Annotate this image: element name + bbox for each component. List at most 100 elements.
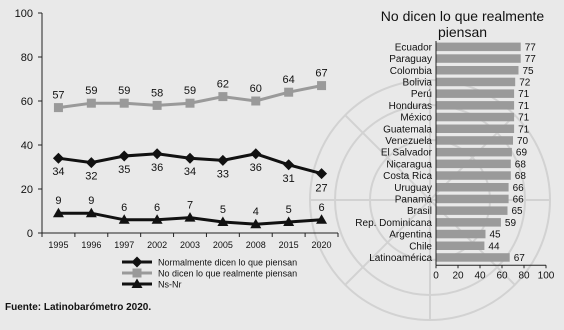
y-tick-label: 20 (21, 184, 33, 196)
bar (436, 77, 516, 87)
y-tick-label: 0 (27, 228, 33, 240)
bar (436, 101, 515, 110)
data-point (86, 98, 96, 108)
x-tick-label: 2015 (279, 240, 299, 250)
bar (436, 66, 519, 75)
bar-x-tick-label: 20 (452, 270, 464, 281)
data-label: 5 (220, 204, 226, 216)
data-point (316, 214, 328, 224)
data-label: 34 (52, 166, 64, 178)
data-point (53, 103, 63, 113)
data-point (185, 98, 195, 108)
bar-value-label: 45 (490, 230, 502, 241)
data-point (218, 92, 228, 102)
bar-value-label: 69 (516, 148, 528, 159)
bar-x-tick-label: 0 (433, 270, 439, 281)
data-label: 67 (315, 68, 327, 80)
bar-category-label: México (400, 113, 432, 124)
data-point (184, 212, 196, 222)
data-point (316, 168, 328, 180)
data-point (283, 159, 295, 171)
bar (436, 89, 515, 98)
y-tick-label: 100 (15, 8, 33, 20)
bar-value-label: 72 (519, 77, 531, 88)
data-label: 64 (283, 74, 295, 86)
bar-value-label: 71 (518, 101, 530, 112)
data-label: 36 (250, 162, 262, 174)
data-label: 33 (217, 168, 229, 180)
bar-category-label: Ecuador (395, 42, 433, 53)
bar (436, 171, 511, 180)
y-tick-label: 40 (21, 140, 33, 152)
bar-category-label: Colombia (390, 66, 433, 77)
bar-value-label: 71 (518, 113, 530, 124)
legend-swatch-marker (131, 278, 143, 288)
data-point (250, 148, 262, 160)
bar-category-label: Latinoamérica (369, 253, 432, 264)
bar-category-label: El Salvador (381, 148, 433, 159)
x-tick-label: 2002 (147, 240, 167, 250)
bar-value-label: 68 (515, 159, 527, 170)
bar-category-label: Paraguay (389, 54, 432, 65)
bar (436, 229, 486, 239)
data-point (85, 157, 97, 169)
bar-category-label: Honduras (389, 101, 432, 112)
bar (436, 124, 515, 133)
data-label: 6 (318, 202, 324, 214)
data-label: 27 (315, 183, 327, 195)
data-point (52, 207, 64, 218)
bar-value-label: 65 (512, 206, 524, 217)
bar (436, 42, 521, 52)
bar-value-label: 77 (525, 54, 537, 65)
bar-value-label: 77 (525, 42, 537, 53)
bar-category-label: Rep. Dominicana (355, 218, 432, 229)
data-label: 60 (250, 83, 262, 95)
data-label: 9 (55, 195, 61, 207)
data-point (184, 152, 196, 164)
bar-category-label: Nicaragua (386, 159, 432, 170)
data-point (151, 214, 163, 224)
data-point (217, 216, 229, 226)
data-label: 32 (85, 171, 97, 183)
bar (436, 147, 512, 157)
data-label: 4 (253, 206, 259, 218)
bar-category-label: Costa Rica (383, 171, 432, 182)
data-label: 59 (184, 85, 196, 97)
legend-label: No dicen lo que realmente piensan (158, 269, 297, 279)
bar-category-label: Perú (411, 89, 432, 100)
bar-category-label: Uruguay (394, 183, 432, 194)
series-2: 9 9 6 6 7 5 4 5 6 (52, 195, 328, 229)
bar-category-label: Chile (409, 241, 432, 252)
bar-x-tick-label: 60 (496, 270, 508, 281)
bar-value-label: 71 (518, 89, 530, 100)
series-0: 34 32 35 36 34 33 36 31 27 (52, 148, 328, 195)
data-label: 9 (88, 195, 94, 207)
data-label: 34 (184, 166, 196, 178)
data-point (151, 148, 163, 160)
legend-entry: Ns-Nr (122, 278, 182, 290)
bar-value-label: 59 (505, 218, 517, 229)
bar-x-tick-label: 80 (518, 270, 530, 281)
data-point (118, 150, 130, 162)
data-point (152, 100, 162, 110)
bar (436, 183, 509, 192)
bar-category-label: Venezuela (385, 136, 432, 147)
data-label: 58 (151, 87, 163, 99)
bar-value-label: 67 (514, 253, 526, 264)
y-tick-label: 80 (21, 52, 33, 64)
bar-value-label: 75 (523, 66, 535, 77)
bar (436, 253, 510, 262)
data-label: 36 (151, 162, 163, 174)
bar-value-label: 71 (518, 124, 530, 135)
data-label: 6 (121, 202, 127, 214)
bar-category-label: Bolivia (403, 77, 433, 88)
y-tick-label: 60 (21, 96, 33, 108)
x-tick-label: 2008 (246, 240, 266, 250)
x-tick-label: 2003 (180, 240, 200, 250)
data-label: 57 (52, 90, 64, 102)
x-tick-label: 1996 (81, 240, 101, 250)
line-chart: 0 20 40 60 80 100 1995 1996 1997 2002 2003 2005 2008… (15, 8, 339, 290)
bar-chart: Ecuador 77 Paraguay 77 Colombia 75 Bolivia 72 Pe… (355, 41, 555, 281)
legend-swatch-marker (131, 256, 143, 268)
bar (436, 159, 511, 169)
